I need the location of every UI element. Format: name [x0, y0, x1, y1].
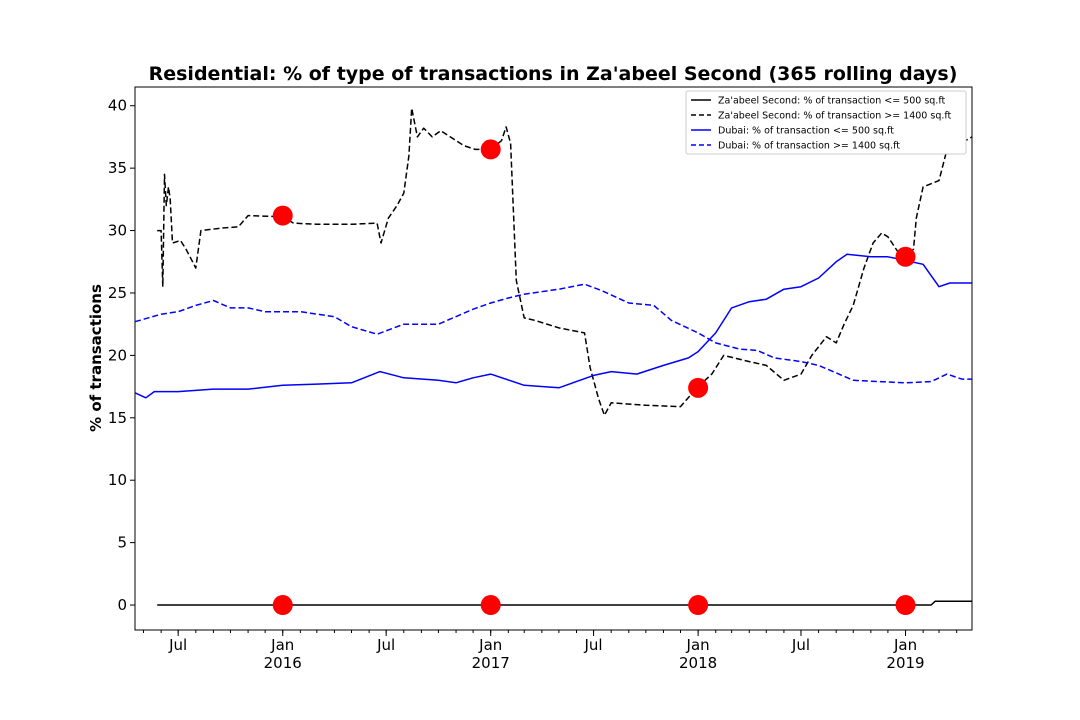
x-tick-year-label: 2017 [472, 654, 510, 672]
x-tick-label: Jul [791, 636, 810, 654]
x-tick-label: Jan [478, 636, 502, 654]
x-tick-year-label: 2019 [886, 654, 924, 672]
red-marker [895, 595, 916, 616]
legend-label: Za'abeel Second: % of transaction >= 140… [718, 111, 952, 122]
x-tick-year-label: 2016 [264, 654, 302, 672]
red-marker [272, 595, 293, 616]
series-line-3 [134, 253, 972, 399]
marker-layer [272, 139, 916, 616]
red-marker [480, 595, 501, 616]
y-axis: 0 5 10 15 20 25 30 35 40 [108, 97, 135, 614]
plot-area [134, 86, 973, 631]
x-tick-label: Jan [686, 636, 710, 654]
red-marker [688, 595, 709, 616]
legend-label: Za'abeel Second: % of transaction <= 500… [718, 96, 946, 107]
legend-label: Dubai: % of transaction >= 1400 sq.ft [718, 141, 900, 152]
series-line-4 [134, 283, 972, 384]
x-tick-label: Jan [270, 636, 294, 654]
y-tick-label: 25 [108, 284, 127, 302]
series-line-2 [157, 107, 973, 417]
red-marker [480, 139, 501, 160]
y-axis-label: % of transactions [87, 284, 105, 432]
red-marker [272, 205, 293, 226]
chart-title: Residential: % of type of transactions i… [149, 63, 958, 85]
y-tick-label: 35 [108, 159, 127, 177]
x-tick-label: Jan [893, 636, 917, 654]
red-marker [688, 377, 709, 398]
y-tick-label: 5 [117, 534, 127, 552]
y-tick-label: 40 [108, 97, 127, 115]
x-tick-label: Jul [376, 636, 395, 654]
x-tick-label: Jul [584, 636, 603, 654]
series-layer [134, 107, 973, 606]
y-tick-label: 10 [108, 471, 127, 489]
legend-label: Dubai: % of transaction <= 500 sq.ft [718, 126, 894, 137]
x-tick-label: Jul [168, 636, 187, 654]
red-marker [895, 246, 916, 267]
y-tick-label: 0 [117, 596, 127, 614]
y-tick-label: 30 [108, 222, 127, 240]
legend-box [685, 90, 967, 155]
legend: Za'abeel Second: % of transaction <= 500… [685, 90, 967, 155]
y-tick-label: 20 [108, 346, 127, 364]
x-tick-year-label: 2018 [679, 654, 717, 672]
y-tick-label: 15 [108, 409, 127, 427]
series-line-1 [157, 600, 972, 606]
